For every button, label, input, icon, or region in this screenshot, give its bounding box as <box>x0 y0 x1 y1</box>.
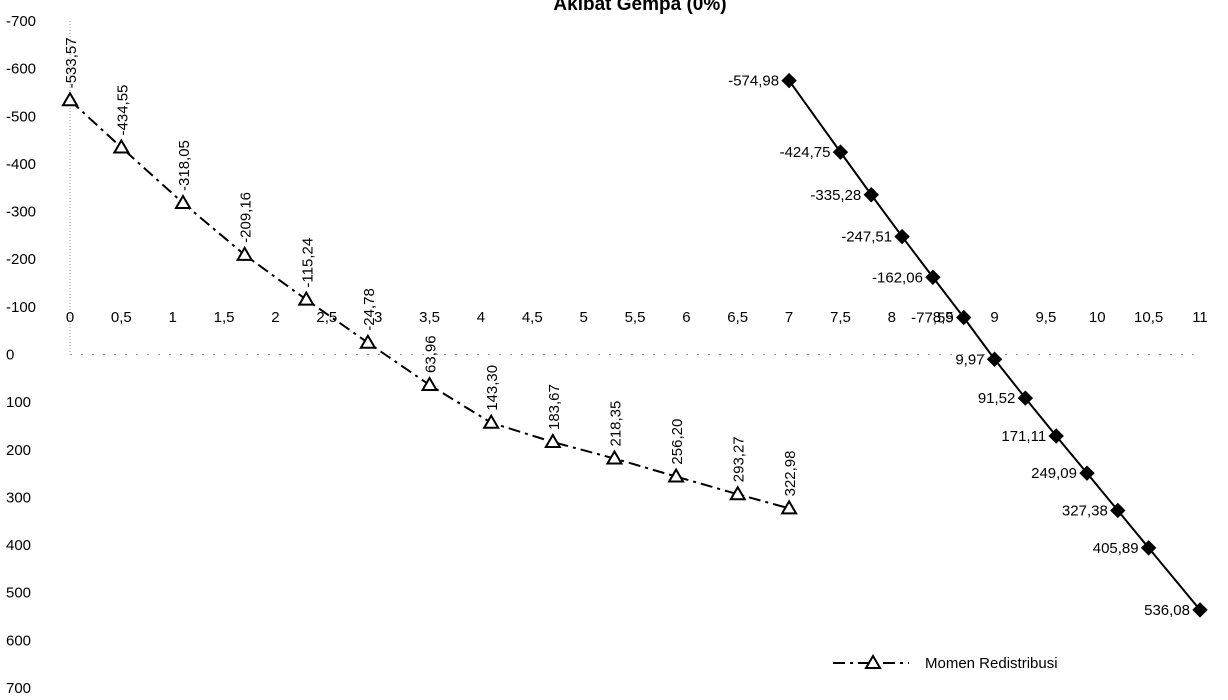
data-point-diamond <box>781 72 797 89</box>
legend-label: Momen Redistribusi <box>925 655 1058 672</box>
y-tick-label: 400 <box>6 537 31 554</box>
data-label: 536,08 <box>1144 602 1190 619</box>
x-tick-label: 1,5 <box>214 309 235 326</box>
x-tick-label: 0 <box>66 309 74 326</box>
data-point-triangle <box>544 433 562 449</box>
data-label: -247,51 <box>841 229 892 246</box>
data-point-triangle <box>61 91 79 107</box>
data-point-triangle <box>235 245 254 261</box>
data-label: -318,05 <box>176 140 193 191</box>
data-point-diamond <box>925 269 941 285</box>
y-tick-label: 700 <box>6 680 31 697</box>
x-tick-label: 8,5 <box>933 309 954 326</box>
y-tick-label: -600 <box>6 61 36 78</box>
x-tick-label: 5 <box>579 309 587 326</box>
data-point-diamond <box>1192 602 1208 618</box>
data-label: -574,98 <box>728 73 779 90</box>
y-tick-label: -200 <box>6 251 36 268</box>
x-tick-label: 10,5 <box>1134 309 1163 326</box>
data-label: 171,11 <box>1001 428 1046 445</box>
y-tick-label: 100 <box>6 394 31 411</box>
data-label: -24,78 <box>361 288 378 331</box>
data-point-diamond <box>956 309 972 326</box>
data-point-diamond <box>1079 465 1095 481</box>
data-label: 293,27 <box>731 436 748 482</box>
data-label: -77,59 <box>911 310 954 327</box>
data-label: 249,09 <box>1031 465 1077 482</box>
data-point-diamond <box>986 351 1003 367</box>
y-tick-label: 500 <box>6 585 31 602</box>
data-label: 9,97 <box>955 351 984 368</box>
y-tick-label: 200 <box>6 442 31 459</box>
x-tick-label: 2,5 <box>316 309 337 326</box>
y-tick-label: 600 <box>6 632 31 649</box>
x-tick-labels: 0 0,5 1 1,5 2 2,5 3 3,5 4 4,5 5 5,5 6 6,5 7 7,5 8 8,5 9 9,5… <box>66 309 1208 326</box>
x-tick-label: 2 <box>271 309 279 326</box>
data-label: -162,06 <box>872 269 923 286</box>
data-label: -115,24 <box>299 238 316 288</box>
data-point-triangle <box>420 375 439 391</box>
x-tick-label: 10 <box>1089 309 1106 326</box>
x-tick-label: 7,5 <box>830 309 851 326</box>
y-tick-label: -500 <box>6 108 36 125</box>
data-label: 143,30 <box>484 365 501 411</box>
x-tick-label: 1 <box>169 309 177 326</box>
data-point-triangle <box>359 333 377 349</box>
y-tick-label: -700 <box>6 13 36 30</box>
data-label: 63,96 <box>423 335 440 373</box>
x-tick-label: 6 <box>682 309 690 326</box>
x-tick-label: 6,5 <box>727 309 748 326</box>
x-tick-label: 0,5 <box>111 309 132 326</box>
data-point-diamond <box>1110 502 1126 519</box>
data-label: 405,89 <box>1093 540 1139 557</box>
data-point-triangle <box>482 413 500 429</box>
data-label: -424,75 <box>780 144 831 161</box>
x-tick-label: 11 <box>1192 309 1208 326</box>
data-point-diamond <box>1048 428 1064 444</box>
data-label: 322,98 <box>782 450 799 496</box>
data-point-triangle <box>780 499 798 515</box>
y-tick-label: 300 <box>6 489 31 506</box>
data-label: -533,57 <box>63 37 80 88</box>
x-tick-label: 7 <box>785 309 793 326</box>
data-label: 218,35 <box>607 401 624 447</box>
data-point-triangle <box>667 467 685 483</box>
data-label: 91,52 <box>978 390 1016 407</box>
data-label: 183,67 <box>546 384 563 430</box>
y-tick-label: 0 <box>6 347 14 364</box>
data-point-triangle <box>728 485 747 501</box>
data-point-diamond <box>1017 390 1034 406</box>
data-point-triangle <box>174 193 192 209</box>
x-tick-label: 9 <box>990 309 998 326</box>
x-tick-label: 5,5 <box>625 309 646 326</box>
data-label: 327,38 <box>1062 502 1108 519</box>
series-line-2 <box>788 79 1201 611</box>
x-tick-label: 4 <box>477 309 485 326</box>
data-point-triangle <box>297 290 316 306</box>
legend-triangle-marker <box>864 654 882 669</box>
data-label: -335,28 <box>810 187 861 204</box>
data-point-diamond <box>894 228 910 245</box>
x-tick-label: 3 <box>374 309 382 326</box>
y-tick-labels: -700 -600 -500 -400 -300 -200 -100 0 100 200 300 40… <box>6 13 36 697</box>
y-tick-label: -100 <box>6 299 36 316</box>
y-tick-label: -300 <box>6 204 36 221</box>
data-point-diamond <box>832 144 849 160</box>
data-point-triangle <box>112 138 131 154</box>
chart-title: Akibat Gempa (0%) <box>553 0 726 15</box>
data-label: -209,16 <box>238 192 255 243</box>
data-label: 256,20 <box>669 419 686 465</box>
legend: Momen Redistribusi <box>833 654 1058 672</box>
series-layer: -533,57 -434,55 -318,05 -209,16 -115,24 -24,7… <box>61 37 1208 619</box>
x-tick-label: 4,5 <box>522 309 543 326</box>
x-tick-label: 9,5 <box>1035 309 1056 326</box>
x-tick-label: 8 <box>888 309 896 326</box>
data-point-triangle <box>605 449 624 465</box>
y-tick-label: -400 <box>6 156 36 173</box>
data-point-diamond <box>1140 540 1157 556</box>
data-point-diamond <box>863 187 879 203</box>
data-label: -434,55 <box>114 85 131 136</box>
x-tick-label: 3,5 <box>419 309 440 326</box>
